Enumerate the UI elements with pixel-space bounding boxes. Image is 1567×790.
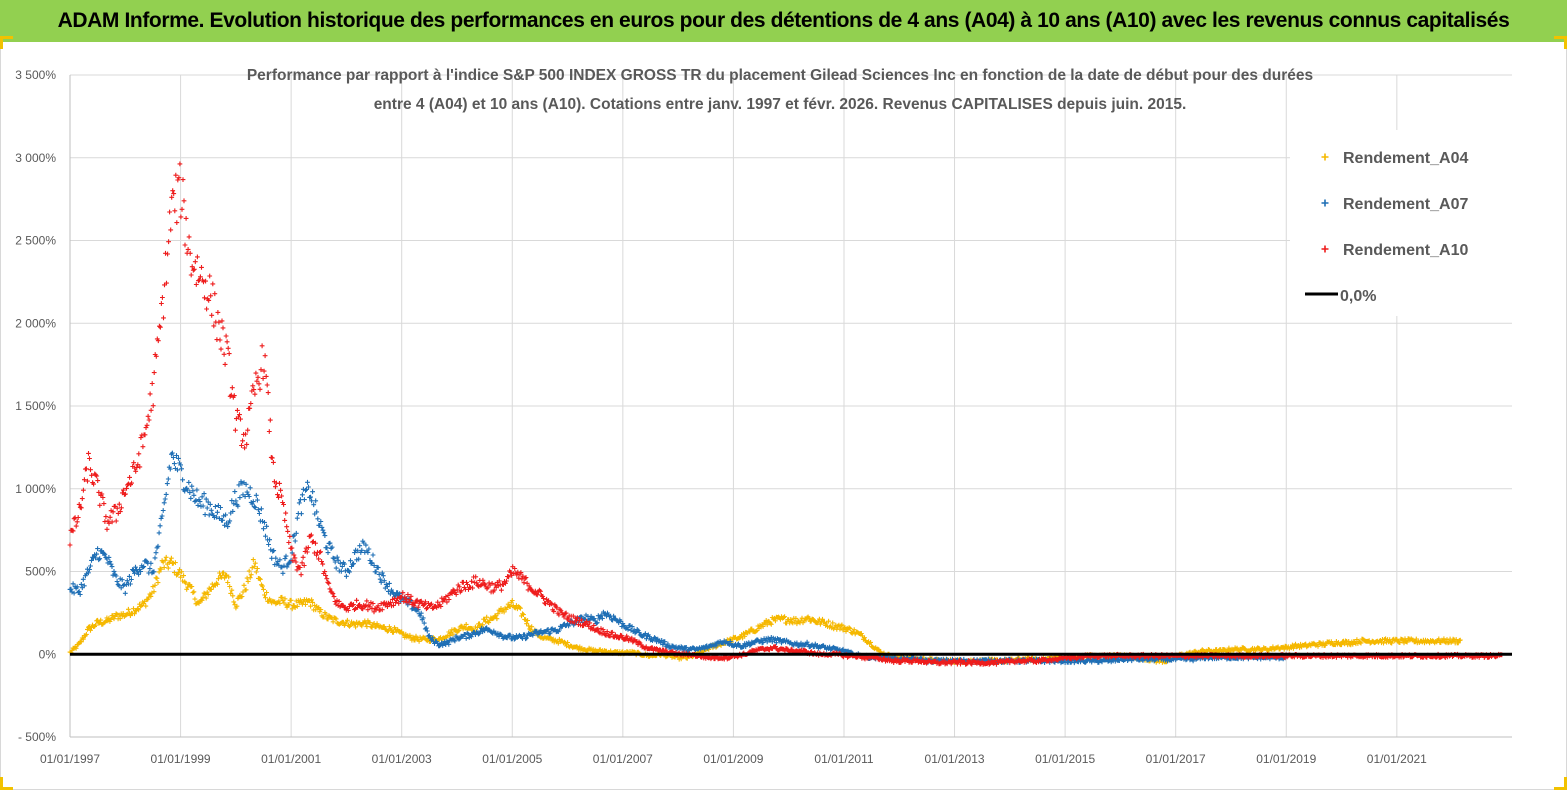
legend-item-1[interactable]: Rendement_A04: [1321, 150, 1469, 167]
frame-corner-bottom-right: [1554, 777, 1567, 790]
x-tick-label: 01/01/1999: [151, 752, 211, 766]
y-axis: 3 500% 3 000% 2 500% 2 000% 1 500% 1 000% 500%…: [15, 68, 56, 744]
x-tick-label: 01/01/2011: [814, 752, 873, 766]
x-tick-label: 01/01/2021: [1367, 752, 1427, 766]
x-tick-label: 01/01/2007: [593, 752, 653, 766]
chart-title: Performance par rapport à l'indice S&P 5…: [247, 67, 1313, 113]
legend-item-4[interactable]: 0,0%: [1305, 288, 1376, 305]
series-markers: [67, 161, 1505, 667]
gridlines: [69, 74, 1512, 738]
chart-title-line-1: Performance par rapport à l'indice S&P 5…: [247, 67, 1313, 84]
y-tick-label: 1 500%: [15, 399, 56, 413]
y-tick-label: 3 500%: [15, 68, 56, 82]
x-tick-label: 01/01/2019: [1256, 752, 1316, 766]
chart-title-line-2: entre 4 (A04) et 10 ans (A10). Cotations…: [374, 96, 1187, 113]
series-rendement-a07: [67, 450, 1288, 666]
x-axis: 01/01/1997 01/01/1999 01/01/2001 01/01/2003…: [40, 752, 1427, 766]
x-tick-label: 01/01/2013: [925, 752, 985, 766]
page-title: ADAM Informe. Evolution historique des p…: [57, 9, 1510, 32]
frame-corner-top-left: [0, 36, 13, 49]
x-tick-label: 01/01/2017: [1146, 752, 1206, 766]
header-banner: ADAM Informe. Evolution historique des p…: [0, 0, 1567, 42]
legend-label: 0,0%: [1340, 288, 1376, 305]
legend-marker: [1321, 199, 1329, 207]
x-tick-label: 01/01/2015: [1035, 752, 1095, 766]
x-tick-label: 01/01/2003: [372, 752, 432, 766]
legend-marker: [1321, 153, 1329, 161]
frame-corner-top-right: [1554, 36, 1567, 49]
legend-label: Rendement_A10: [1343, 242, 1468, 259]
legend[interactable]: Rendement_A04 Rendement_A07 Rendement_A10 0…: [1290, 130, 1512, 316]
series-markers: [67, 450, 1288, 666]
x-tick-label: 01/01/1997: [40, 752, 100, 766]
x-tick-label: 01/01/2009: [703, 752, 763, 766]
series-rendement-a10: [67, 161, 1505, 667]
y-tick-label: 2 000%: [15, 316, 56, 330]
y-tick-label: 0%: [39, 647, 57, 661]
x-tick-label: 01/01/2001: [261, 752, 321, 766]
legend-item-3[interactable]: Rendement_A10: [1321, 242, 1469, 259]
y-tick-label: 3 000%: [15, 151, 56, 165]
y-tick-label: 500%: [25, 565, 56, 579]
frame-corner-bottom-left: [0, 777, 13, 790]
y-tick-label: - 500%: [18, 730, 56, 744]
plot-area: [67, 161, 1505, 667]
legend-marker: [1321, 245, 1329, 253]
legend-box: [1290, 130, 1512, 316]
legend-label: Rendement_A07: [1343, 196, 1468, 213]
legend-label: Rendement_A04: [1343, 150, 1468, 167]
legend-item-2[interactable]: Rendement_A07: [1321, 196, 1469, 213]
performance-chart: 01/01/1997 01/01/1999 01/01/2001 01/01/2003…: [15, 67, 1512, 766]
x-tick-label: 01/01/2005: [482, 752, 542, 766]
y-tick-label: 1 000%: [15, 482, 56, 496]
y-tick-label: 2 500%: [15, 234, 56, 248]
